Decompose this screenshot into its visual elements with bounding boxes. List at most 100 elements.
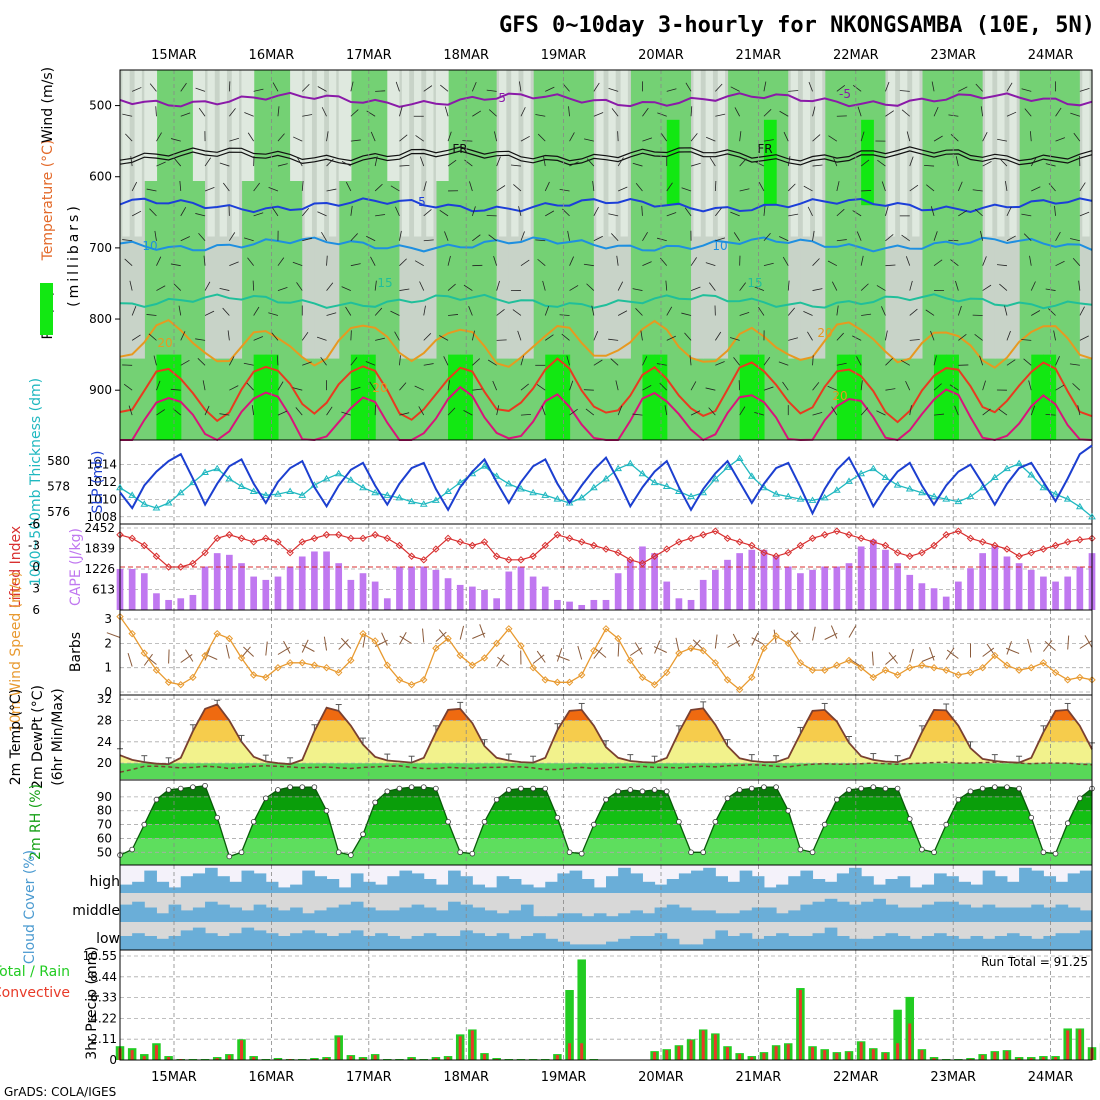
cloud-cover-bar [897, 907, 911, 922]
cape-bar [469, 586, 476, 610]
wind-barb [705, 387, 716, 391]
cape-bar [675, 598, 683, 610]
cloud-cover-bar [569, 870, 583, 893]
wind-barb [566, 355, 570, 366]
precip-convective-bar [458, 1036, 462, 1060]
wind-barb [326, 131, 329, 142]
rh-point [190, 784, 196, 790]
wind-barb-10m [1006, 641, 1012, 655]
rh-very-dry-band [608, 70, 616, 237]
lifted-index-point [954, 527, 963, 535]
cloud-cover-bar [630, 910, 643, 922]
cloud-cover-bar [934, 873, 947, 893]
cape-bar [626, 559, 634, 610]
cloud-cover-bar [836, 873, 850, 893]
wind-barb [586, 158, 595, 167]
thickness-point [966, 492, 975, 500]
cape-bar [809, 569, 816, 610]
wind-barb [149, 83, 157, 92]
lifted-index-point [699, 531, 707, 539]
wind-barb [836, 362, 847, 366]
wind-barb [1006, 235, 1016, 242]
rh-point [627, 787, 634, 793]
rh-very-dry-band [985, 70, 993, 237]
cloud-cover-bar [350, 930, 364, 950]
wind-legend-label: Wind (m/s) [40, 67, 56, 143]
cloud-cover-bar [302, 870, 315, 893]
wind-barb [860, 380, 863, 391]
cloud-cover-bar [387, 936, 400, 950]
wind-barb [520, 231, 525, 241]
slp-tick-label: 1008 [86, 510, 117, 524]
wind-barb [635, 308, 643, 316]
wind-barb [447, 407, 456, 416]
cloud-cover-bar [812, 901, 826, 922]
wind-barb [787, 183, 796, 192]
wind-barb [584, 138, 594, 142]
cloud-cover-bar [399, 870, 413, 893]
rh-band [120, 785, 1092, 797]
wind-barb-10m [593, 647, 603, 659]
wind-barb [1031, 310, 1041, 316]
wind-barb [617, 405, 623, 416]
wind-barb [326, 158, 334, 167]
cloud-cover-bar [618, 867, 631, 893]
wind-barb [739, 406, 746, 416]
wind-barb-10m [1079, 640, 1092, 649]
cloud-cover-bar [982, 938, 996, 950]
wind-barb [729, 337, 740, 341]
cape-bar [517, 566, 525, 610]
wind-barb [369, 381, 376, 391]
wind-speed-point [565, 678, 574, 686]
rh-point [481, 819, 488, 825]
cloud-cover-bar [472, 907, 485, 922]
wind-barb [535, 114, 546, 117]
wind-barb [666, 335, 676, 341]
wind-barb [1055, 355, 1060, 366]
wind-barb [227, 330, 230, 341]
rh-point [676, 819, 682, 825]
rh-point [469, 850, 476, 857]
wind-barb [763, 81, 767, 92]
date-label-top: 20MAR [638, 48, 684, 63]
lifted-index-point [213, 534, 221, 543]
wind-barb [542, 280, 546, 291]
wind-speed-point [322, 663, 331, 672]
wind-barb [204, 281, 211, 291]
cloud-cover-bar [678, 944, 692, 950]
cloud-cover-bar [1006, 907, 1020, 922]
rh-dry-band [241, 70, 255, 181]
wind-barb [180, 331, 186, 341]
date-label-bottom: 19MAR [541, 1070, 587, 1085]
wind-barb [1030, 281, 1036, 291]
thickness-point [832, 486, 841, 493]
wind-barb [243, 237, 254, 242]
wind-barb [1054, 205, 1056, 216]
wind-barb-10m [301, 644, 315, 652]
wind-barb [448, 314, 459, 316]
wind-barb [374, 280, 377, 291]
date-label-top: 19MAR [541, 48, 587, 63]
wind-barb [758, 306, 765, 316]
contour-label: 20 [817, 326, 832, 340]
upper-air-panel: -5 -5 FR FR 5 10 10 15 15 20 20 20 20 500 600 700 800 900… [40, 67, 1093, 442]
thickness-point [650, 478, 659, 486]
thickness-point [432, 496, 440, 503]
lifted-index-point [942, 531, 950, 539]
wind-barb [510, 164, 521, 167]
cloud-cover-bar [715, 930, 728, 950]
lifted-index-point [638, 559, 647, 568]
wind-speed-point [128, 629, 136, 638]
wind-barb [836, 332, 844, 341]
thickness-point [334, 469, 343, 477]
rh-point [615, 788, 621, 795]
cloud-cover-bar [338, 887, 352, 893]
wind-barb [537, 133, 546, 142]
wind-speed-point [590, 646, 598, 655]
wind-barb [782, 381, 789, 391]
rh-point [943, 821, 949, 828]
wind-barb [156, 256, 162, 266]
rh-point [202, 782, 208, 789]
wind-barb [828, 135, 838, 142]
wind-barb [316, 336, 327, 341]
